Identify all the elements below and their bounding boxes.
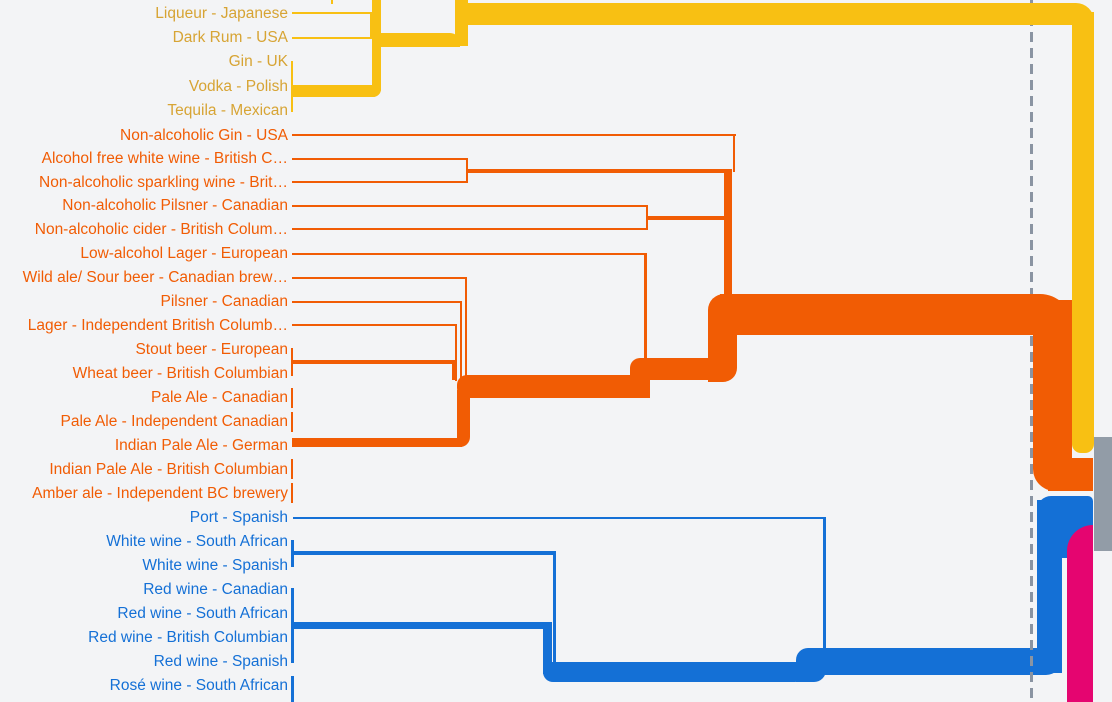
leaf-label: Non-alcoholic Pilsner - Canadian — [62, 197, 288, 214]
leaf-label: Amber ale - Independent BC brewery — [32, 484, 288, 502]
leaf-label: Liqueur - Japanese — [155, 4, 288, 22]
pilsner-vline — [459, 300, 462, 381]
beer-trunk-b — [641, 358, 717, 380]
nonalc-vline — [724, 170, 732, 305]
leaf-label: Non-alcoholic Gin - USA — [120, 126, 288, 144]
beer-trunk-a — [457, 375, 648, 398]
paleale-tick — [290, 387, 294, 408]
leaf-label: Wheat beer - British Columbian — [72, 365, 288, 382]
ipa-merge-line — [292, 437, 462, 447]
redwine-merge-line — [293, 621, 550, 629]
orange-root-block — [1048, 458, 1094, 491]
na-gin-vline — [733, 134, 736, 172]
alcfree-white-line — [292, 157, 468, 160]
leaf-label: Stout beer - European — [135, 341, 288, 358]
yellow-top-stub — [330, 0, 333, 4]
na-cider-line — [292, 228, 648, 231]
leaf-label: Indian Pale Ale - British Columbian — [49, 460, 288, 478]
leaf-label: Red wine - Spanish — [153, 653, 288, 670]
leaf-label: Non-alcoholic sparkling wine - Brit… — [39, 173, 288, 191]
leaf-label: White wine - South African — [106, 533, 288, 550]
leaf-label: Pilsner - Canadian — [160, 293, 288, 310]
root-bar — [1094, 437, 1112, 551]
leaf-label: Red wine - British Columbian — [88, 629, 288, 646]
leaf-label: Wild ale/ Sour beer - Canadian brew… — [22, 269, 288, 286]
leaf-label: Non-alcoholic cider - British Colum… — [34, 220, 288, 238]
pink-root-arm — [1067, 525, 1094, 702]
leaf-label: Port - Spanish — [189, 509, 288, 526]
leaf-label: Tequila - Mexican — [167, 102, 288, 119]
leaf-label: Vodka - Polish — [188, 77, 288, 95]
leaf-label: Indian Pale Ale - German — [114, 437, 288, 454]
leaf-label: Lager - Independent British Columb… — [27, 316, 288, 334]
gin-tequila-vline — [290, 60, 293, 112]
stout-wheat-vline2 — [452, 360, 455, 380]
whitewine-merge-line — [293, 550, 556, 555]
leaf-label: Dark Rum - USA — [172, 29, 288, 46]
white-pair-merge-line — [466, 168, 732, 173]
leaf-label: Alcohol free white wine - British C… — [41, 150, 288, 167]
na-sparkling-line — [292, 181, 468, 184]
rose-tick — [291, 676, 294, 702]
whitewine-vline — [291, 540, 294, 567]
ipa-bc-tick — [290, 459, 294, 479]
yellow-right-arm — [1071, 12, 1094, 453]
leaf-label: Pale Ale - Canadian — [150, 389, 288, 406]
lager-line — [292, 324, 457, 327]
na-gin-line — [292, 134, 736, 137]
yellow-trunk — [459, 3, 1094, 25]
wine-trunk-b — [812, 648, 1062, 675]
wildale-line — [292, 276, 467, 279]
amber-tick — [290, 483, 294, 503]
whitewine-drop-vline — [552, 552, 556, 666]
stout-wheat-merge-line — [292, 360, 455, 364]
port-line — [293, 516, 825, 519]
leaf-label: Red wine - Canadian — [143, 581, 288, 598]
pilsner-line — [292, 300, 462, 303]
threshold-line[interactable] — [1030, 0, 1033, 702]
wine-trunk-a — [543, 661, 809, 682]
orange-trunk — [720, 294, 1072, 335]
na-pair-merge-line — [646, 215, 732, 220]
na-pilsner-line — [292, 204, 648, 207]
redwine-drop-vline — [543, 622, 552, 674]
paleale-independent-tick — [290, 411, 294, 432]
redwine-vline — [291, 588, 294, 663]
liqueur-line — [292, 12, 372, 15]
port-vline — [823, 516, 826, 653]
lowalc-lager-line — [292, 252, 646, 255]
leaf-label: Rosé wine - South African — [109, 677, 288, 694]
leaf-label: Pale Ale - Independent Canadian — [60, 413, 288, 430]
liqueur-darkrum-vline — [370, 12, 373, 39]
vodka-merge-bar — [292, 85, 381, 97]
wildale-vline — [464, 276, 467, 381]
lower-beer-column — [456, 390, 470, 447]
leaf-label: White wine - Spanish — [142, 557, 288, 574]
darkrum-line — [292, 36, 372, 39]
yellow-upper-vline — [371, 0, 381, 97]
darkrum-level-bar — [371, 33, 460, 47]
leaf-label: Low-alcohol Lager - European — [80, 245, 288, 262]
leaf-label: Red wine - South African — [117, 605, 288, 622]
lager-vline — [454, 324, 457, 381]
leaf-label: Gin - UK — [228, 53, 288, 70]
lowalc-vline — [643, 252, 647, 365]
